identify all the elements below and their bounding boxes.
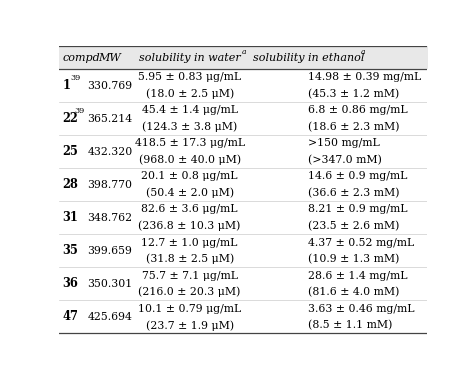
Text: (8.5 ± 1.1 mM): (8.5 ± 1.1 mM) xyxy=(308,320,392,330)
Text: solubility in ethanol: solubility in ethanol xyxy=(253,53,364,63)
Text: 82.6 ± 3.6 μg/mL: 82.6 ± 3.6 μg/mL xyxy=(141,204,238,214)
Text: 75.7 ± 7.1 μg/mL: 75.7 ± 7.1 μg/mL xyxy=(142,271,237,281)
Text: 22: 22 xyxy=(62,112,78,125)
Text: 47: 47 xyxy=(62,310,78,323)
Text: 36: 36 xyxy=(62,277,78,290)
Text: 14.98 ± 0.39 mg/mL: 14.98 ± 0.39 mg/mL xyxy=(308,72,421,82)
Text: 28: 28 xyxy=(62,178,78,191)
Text: 12.7 ± 1.0 μg/mL: 12.7 ± 1.0 μg/mL xyxy=(141,238,238,248)
Text: 425.694: 425.694 xyxy=(88,312,132,322)
Text: (10.9 ± 1.3 mM): (10.9 ± 1.3 mM) xyxy=(308,254,400,264)
Text: 365.214: 365.214 xyxy=(87,114,133,124)
Text: (>347.0 mM): (>347.0 mM) xyxy=(308,155,382,165)
Text: 14.6 ± 0.9 mg/mL: 14.6 ± 0.9 mg/mL xyxy=(308,171,408,181)
Text: (18.6 ± 2.3 mM): (18.6 ± 2.3 mM) xyxy=(308,122,400,132)
Text: 418.5 ± 17.3 μg/mL: 418.5 ± 17.3 μg/mL xyxy=(135,138,245,148)
Text: 39: 39 xyxy=(74,107,84,116)
Text: 399.659: 399.659 xyxy=(88,246,132,256)
Text: a: a xyxy=(360,48,365,56)
Text: (18.0 ± 2.5 μM): (18.0 ± 2.5 μM) xyxy=(146,89,234,99)
Text: 45.4 ± 1.4 μg/mL: 45.4 ± 1.4 μg/mL xyxy=(142,105,237,115)
Text: MW: MW xyxy=(99,53,121,63)
Text: a: a xyxy=(242,48,246,56)
Text: 4.37 ± 0.52 mg/mL: 4.37 ± 0.52 mg/mL xyxy=(308,238,415,248)
Text: (124.3 ± 3.8 μM): (124.3 ± 3.8 μM) xyxy=(142,122,237,132)
Text: (31.8 ± 2.5 μM): (31.8 ± 2.5 μM) xyxy=(146,254,234,264)
Text: 28.6 ± 1.4 mg/mL: 28.6 ± 1.4 mg/mL xyxy=(308,271,408,281)
Text: (216.0 ± 20.3 μM): (216.0 ± 20.3 μM) xyxy=(138,287,241,298)
Text: 25: 25 xyxy=(62,145,78,158)
Text: compd: compd xyxy=(62,53,100,63)
Text: (81.6 ± 4.0 mM): (81.6 ± 4.0 mM) xyxy=(308,287,400,297)
Text: (45.3 ± 1.2 mM): (45.3 ± 1.2 mM) xyxy=(308,89,400,99)
Text: 1: 1 xyxy=(62,79,70,92)
Text: (236.8 ± 10.3 μM): (236.8 ± 10.3 μM) xyxy=(138,221,241,231)
Text: (50.4 ± 2.0 μM): (50.4 ± 2.0 μM) xyxy=(146,188,234,198)
Text: >150 mg/mL: >150 mg/mL xyxy=(308,138,380,148)
Text: 6.8 ± 0.86 mg/mL: 6.8 ± 0.86 mg/mL xyxy=(308,105,408,115)
Text: 350.301: 350.301 xyxy=(87,279,133,289)
Text: 10.1 ± 0.79 μg/mL: 10.1 ± 0.79 μg/mL xyxy=(138,304,241,314)
Text: 3.63 ± 0.46 mg/mL: 3.63 ± 0.46 mg/mL xyxy=(308,304,415,314)
Text: (968.0 ± 40.0 μM): (968.0 ± 40.0 μM) xyxy=(138,155,241,165)
Text: solubility in water: solubility in water xyxy=(139,53,240,63)
Text: 432.320: 432.320 xyxy=(87,147,133,157)
Text: 39: 39 xyxy=(70,74,81,82)
Text: 330.769: 330.769 xyxy=(87,80,133,90)
Text: 8.21 ± 0.9 mg/mL: 8.21 ± 0.9 mg/mL xyxy=(308,204,408,214)
Text: 5.95 ± 0.83 μg/mL: 5.95 ± 0.83 μg/mL xyxy=(138,72,241,82)
Text: 31: 31 xyxy=(62,211,78,224)
Text: (23.7 ± 1.9 μM): (23.7 ± 1.9 μM) xyxy=(146,320,234,330)
Text: (36.6 ± 2.3 mM): (36.6 ± 2.3 mM) xyxy=(308,188,400,198)
Text: 398.770: 398.770 xyxy=(87,180,132,190)
Text: 35: 35 xyxy=(62,244,78,257)
Text: 20.1 ± 0.8 μg/mL: 20.1 ± 0.8 μg/mL xyxy=(141,171,238,181)
Text: (23.5 ± 2.6 mM): (23.5 ± 2.6 mM) xyxy=(308,221,400,231)
Text: 348.762: 348.762 xyxy=(87,213,133,223)
